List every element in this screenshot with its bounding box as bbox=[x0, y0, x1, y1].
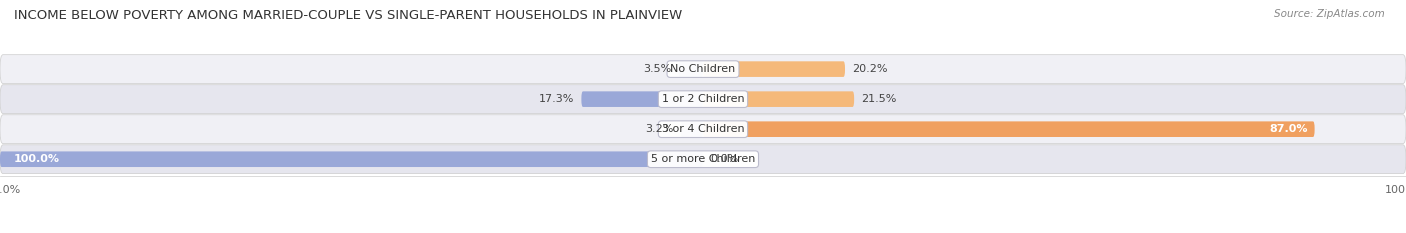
Text: 87.0%: 87.0% bbox=[1270, 124, 1308, 134]
Text: 3 or 4 Children: 3 or 4 Children bbox=[662, 124, 744, 134]
FancyBboxPatch shape bbox=[0, 85, 1406, 113]
Text: INCOME BELOW POVERTY AMONG MARRIED-COUPLE VS SINGLE-PARENT HOUSEHOLDS IN PLAINVI: INCOME BELOW POVERTY AMONG MARRIED-COUPL… bbox=[14, 9, 682, 22]
Text: 17.3%: 17.3% bbox=[538, 94, 575, 104]
FancyBboxPatch shape bbox=[681, 121, 703, 137]
Text: 0.0%: 0.0% bbox=[710, 154, 738, 164]
FancyBboxPatch shape bbox=[703, 91, 855, 107]
Text: 21.5%: 21.5% bbox=[860, 94, 897, 104]
Text: 1 or 2 Children: 1 or 2 Children bbox=[662, 94, 744, 104]
Text: Source: ZipAtlas.com: Source: ZipAtlas.com bbox=[1274, 9, 1385, 19]
FancyBboxPatch shape bbox=[703, 121, 1315, 137]
Text: 100.0%: 100.0% bbox=[14, 154, 60, 164]
FancyBboxPatch shape bbox=[0, 151, 703, 167]
FancyBboxPatch shape bbox=[703, 61, 845, 77]
FancyBboxPatch shape bbox=[0, 145, 1406, 174]
FancyBboxPatch shape bbox=[0, 115, 1406, 144]
FancyBboxPatch shape bbox=[678, 61, 703, 77]
Text: 3.2%: 3.2% bbox=[645, 124, 673, 134]
Text: 5 or more Children: 5 or more Children bbox=[651, 154, 755, 164]
FancyBboxPatch shape bbox=[0, 55, 1406, 84]
FancyBboxPatch shape bbox=[582, 91, 703, 107]
Text: No Children: No Children bbox=[671, 64, 735, 74]
Text: 20.2%: 20.2% bbox=[852, 64, 887, 74]
Legend: Married Couples, Single Parents: Married Couples, Single Parents bbox=[582, 231, 824, 233]
Text: 3.5%: 3.5% bbox=[643, 64, 672, 74]
